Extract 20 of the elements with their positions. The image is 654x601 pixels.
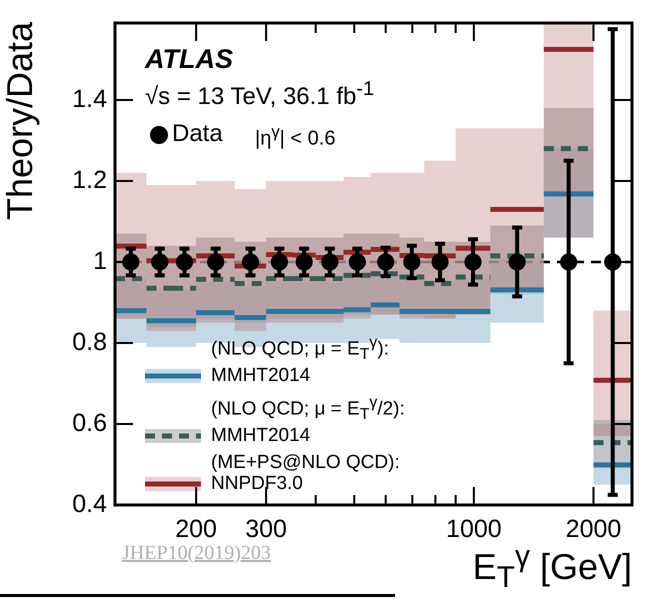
y-tick-label: 1.2 xyxy=(72,166,107,194)
y-tick-label: 0.4 xyxy=(72,490,108,518)
legend-label: Data xyxy=(172,120,223,147)
annotation: √s = 13 TeV, 36.1 fb$^{-1}$ xyxy=(145,78,374,111)
x-tick-label: 200 xyxy=(175,514,217,543)
x-tick-label: 300 xyxy=(245,514,287,543)
y-tick-label: 1 xyxy=(93,246,107,275)
x-tick-label: 1000 xyxy=(446,514,502,543)
y-tick-label: 0.8 xyxy=(72,328,107,356)
text: (NLO QCD; μ = E$_{T}$$^{γ}$/2): MMHT2014 xyxy=(211,394,405,446)
y-tick-label: 0.6 xyxy=(72,408,107,437)
annotation: |η$^{γ}$| < 0.6 xyxy=(255,122,336,151)
text: JHEP10(2019)203 xyxy=(122,542,271,565)
legend-label: (ME+PS@NLO QCD): NNPDF3.0 xyxy=(211,452,401,494)
y-axis-title: Theory/Data xyxy=(0,20,41,222)
annotation: ATLAS xyxy=(145,44,233,75)
y-tick-label: 1.4 xyxy=(72,84,108,113)
x-axis-title: E$_{T}$$^{γ}$ [GeV] xyxy=(472,540,632,594)
x-tick-label: 2000 xyxy=(566,514,622,543)
text: (NLO QCD; μ = E$_{T}$$^{γ}$): MMHT2014 xyxy=(211,334,389,386)
